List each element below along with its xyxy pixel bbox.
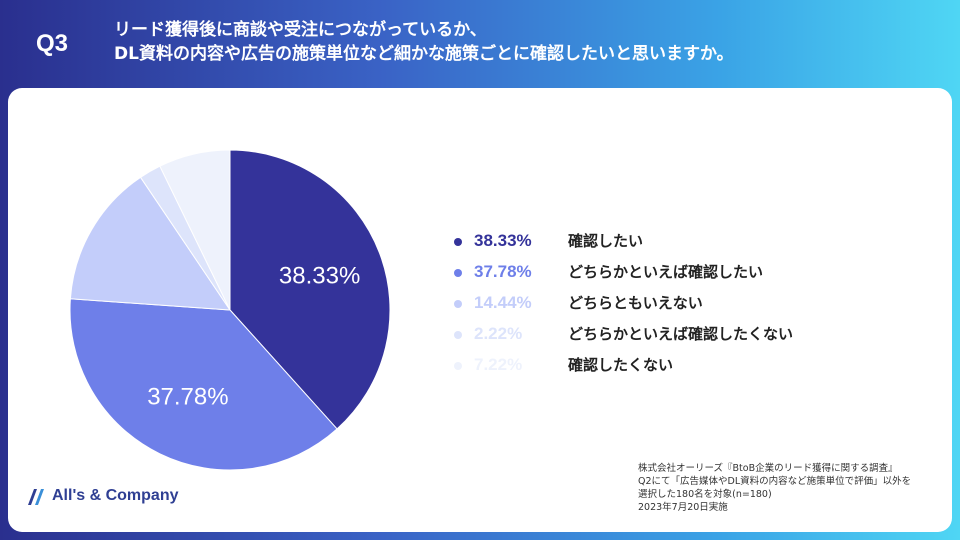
- source-note: 株式会社オーリーズ『BtoB企業のリード獲得に関する調査』 Q2にて「広告媒体や…: [638, 462, 911, 514]
- source-line: 選択した180名を対象(n=180): [638, 489, 772, 500]
- pie-chart: 38.33% 37.78%: [69, 149, 391, 471]
- question-number: Q3: [36, 30, 69, 57]
- source-line: 2023年7月20日実施: [638, 502, 728, 513]
- legend-dot-icon: [454, 269, 462, 277]
- company-logo: All's & Company: [26, 486, 179, 506]
- legend-percent: 7.22%: [474, 355, 523, 374]
- legend-percent: 14.44%: [474, 293, 532, 312]
- pie-slice: [159, 149, 231, 311]
- question-line-2: DL資料の内容や広告の施策単位など細かな施策ごとに確認したいと思いますか。: [114, 44, 734, 64]
- legend-percent: 38.33%: [474, 231, 532, 250]
- pie-slice: [69, 298, 338, 471]
- question-line-1: リード獲得後に商談や受注につながっているか、: [114, 20, 487, 40]
- legend-dot-icon: [454, 300, 462, 308]
- legend-dot-icon: [454, 238, 462, 246]
- legend-percent: 2.22%: [474, 324, 523, 343]
- legend-dot-icon: [454, 331, 462, 339]
- legend-label: どちらともいえない: [568, 294, 703, 312]
- legend-label: どちらかといえば確認したい: [568, 263, 764, 281]
- legend-label: どちらかといえば確認したくない: [568, 325, 794, 343]
- slice-data-label: 37.78%: [147, 383, 228, 410]
- source-line: 株式会社オーリーズ『BtoB企業のリード獲得に関する調査』: [638, 463, 898, 474]
- logo-text: All's & Company: [52, 487, 179, 504]
- logo-icon: [28, 489, 44, 505]
- header-bar: Q3 リード獲得後に商談や受注につながっているか、 DL資料の内容や広告の施策単…: [0, 0, 960, 88]
- source-line: Q2にて「広告媒体やDL資料の内容など施策単位で評価」以外を: [638, 476, 912, 487]
- legend-label: 確認したくない: [568, 356, 674, 374]
- slice-data-label: 38.33%: [279, 263, 360, 290]
- legend-label: 確認したい: [568, 232, 644, 250]
- legend-dot-icon: [454, 362, 462, 370]
- pie-slice: [229, 149, 391, 430]
- pie-slice: [69, 176, 231, 311]
- legend-percent: 37.78%: [474, 262, 532, 281]
- chart-panel: 38.33% 37.78% 38.33% 確認したい 37.78% どちらかといえ…: [8, 88, 952, 532]
- question-text: リード獲得後に商談や受注につながっているか、 DL資料の内容や広告の施策単位など…: [114, 18, 734, 66]
